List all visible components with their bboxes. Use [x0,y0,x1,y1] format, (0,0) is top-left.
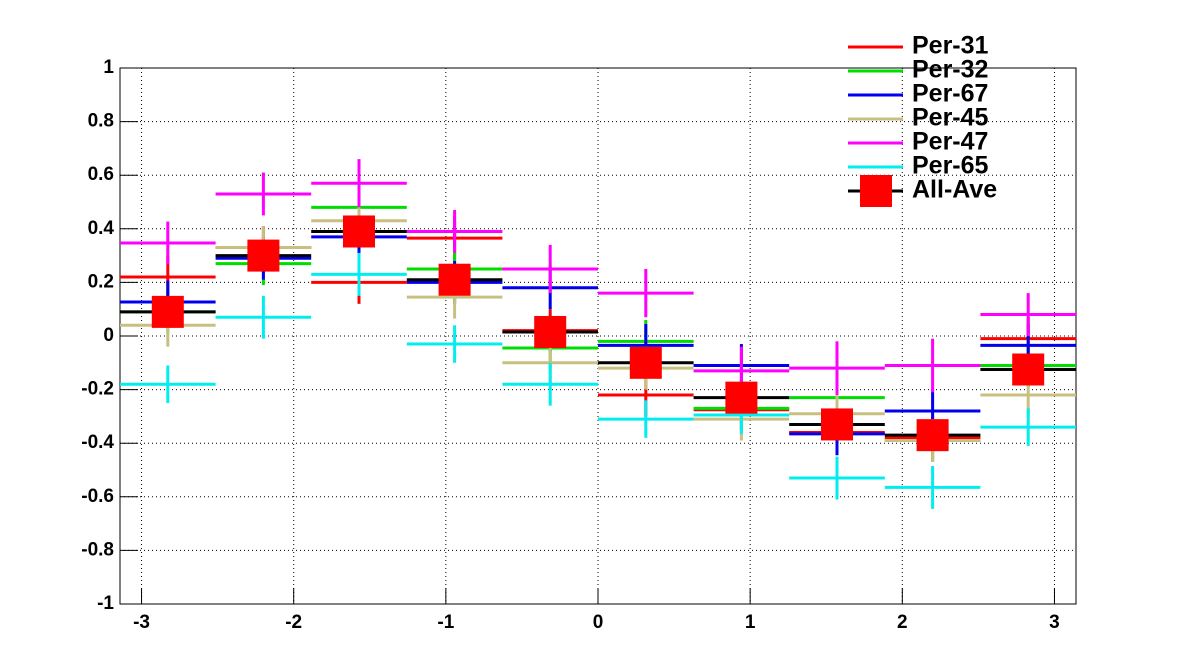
legend-label: Per-47 [912,128,988,156]
marker [438,263,471,296]
legend-marker [860,175,892,207]
x-tick-label: -2 [285,612,302,633]
marker [629,346,662,379]
marker [725,381,758,414]
y-tick-label: 0.2 [88,271,114,292]
legend-label: Per-67 [912,80,988,108]
y-tick-label: -0.2 [81,379,114,400]
legend-label: Per-31 [912,32,989,60]
y-tick-label: -0.4 [81,432,114,453]
marker [151,295,184,328]
marker [821,408,853,441]
marker [916,419,949,452]
x-tick-label: 0 [593,612,604,633]
legend-label: Per-65 [912,152,989,180]
y-tick-label: -0.8 [81,539,114,560]
legend-label: Per-32 [912,56,988,84]
y-tick-label: 1 [103,57,114,78]
marker [534,315,567,348]
y-tick-label: 0.8 [88,111,114,132]
y-tick-label: -0.6 [81,486,114,507]
x-tick-label: 1 [745,612,756,633]
marker [247,239,280,272]
legend-label: All-Ave [912,176,997,204]
x-tick-label: -1 [437,612,454,633]
x-tick-label: 3 [1049,612,1060,633]
x-tick-label: -3 [133,612,150,633]
y-tick-label: 0 [103,325,114,346]
legend-label: Per-45 [912,104,989,132]
x-tick-label: 2 [897,612,908,633]
marker [343,215,375,248]
marker [1012,353,1045,386]
y-tick-label: 0.4 [88,218,115,239]
y-tick-label: 0.6 [88,164,114,185]
y-tick-label: -1 [97,593,114,614]
